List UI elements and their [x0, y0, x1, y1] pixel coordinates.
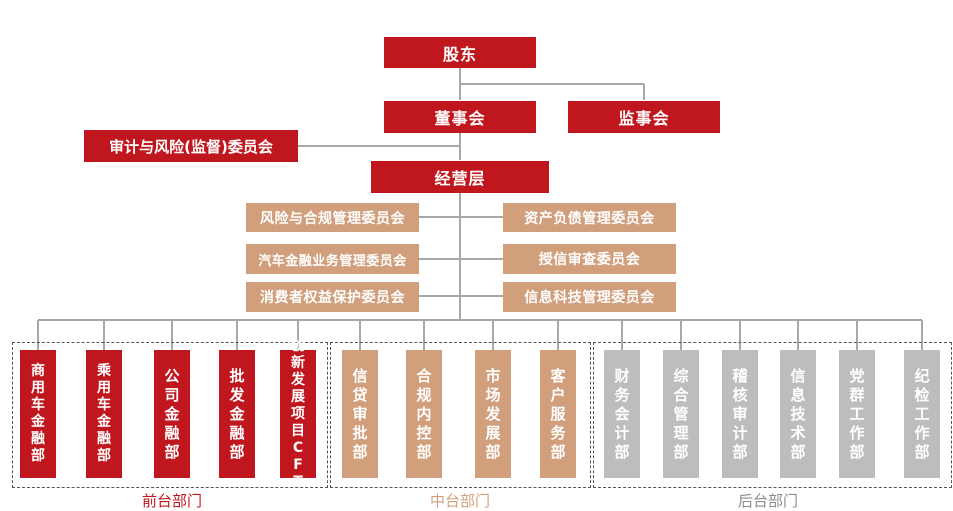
shareholders-box: 股东	[384, 37, 536, 68]
department-label: 党群工作部	[849, 366, 865, 461]
supervisors-box: 监事会	[568, 101, 720, 133]
committee-label: 资产负债管理委员会	[524, 210, 655, 227]
supervisors-label: 监事会	[618, 109, 670, 128]
board-label: 董事会	[434, 109, 486, 128]
department-label: 市场发展部	[485, 366, 501, 461]
department-label: 综合管理部	[673, 366, 689, 461]
department-front-1: 商用车金融部	[20, 350, 56, 478]
department-middle-2: 合规内控部	[406, 350, 442, 478]
department-back-6: 纪检工作部	[904, 350, 940, 478]
committee-label: 消费者权益保护委员会	[260, 290, 405, 306]
department-back-3: 稽核审计部	[722, 350, 758, 478]
department-label: 信贷审批部	[352, 366, 368, 461]
department-label: 财务会计部	[614, 366, 630, 461]
board-box: 董事会	[384, 101, 536, 133]
department-label: 批发金融部	[229, 366, 245, 461]
back-office-group	[593, 342, 952, 488]
management-label: 经营层	[434, 169, 486, 188]
department-label: 信息技术部	[790, 366, 806, 461]
front-office-group	[12, 342, 328, 488]
committee-consumer-protection: 消费者权益保护委员会	[246, 282, 419, 312]
committee-asset-liability: 资产负债管理委员会	[503, 203, 676, 232]
committee-credit-review: 授信审查委员会	[503, 244, 676, 274]
department-back-2: 综合管理部	[663, 350, 699, 478]
department-label: 商用车金融部	[31, 363, 45, 464]
department-label: 创新发展项目CFT	[291, 337, 305, 490]
department-middle-4: 客户服务部	[540, 350, 576, 478]
committee-label: 风险与合规管理委员会	[260, 210, 405, 227]
department-middle-3: 市场发展部	[475, 350, 511, 478]
department-label: 公司金融部	[164, 366, 180, 461]
committee-label: 信息科技管理委员会	[524, 290, 655, 306]
department-label: 客户服务部	[550, 366, 566, 461]
department-label: 稽核审计部	[732, 366, 748, 461]
department-front-4: 批发金融部	[219, 350, 255, 478]
middle-office-group	[330, 342, 591, 488]
middle-office-label: 中台部门	[429, 492, 490, 510]
department-back-5: 党群工作部	[839, 350, 875, 478]
audit-committee-label: 审计与风险(监督)委员会	[109, 137, 273, 156]
management-box: 经营层	[371, 161, 549, 193]
department-middle-1: 信贷审批部	[342, 350, 378, 478]
department-back-4: 信息技术部	[780, 350, 816, 478]
department-label: 合规内控部	[416, 366, 432, 461]
department-front-2: 乘用车金融部	[86, 350, 122, 478]
committee-it-management: 信息科技管理委员会	[503, 282, 676, 312]
committee-label: 授信审查委员会	[538, 252, 641, 268]
shareholders-label: 股东	[442, 44, 477, 64]
department-back-1: 财务会计部	[604, 350, 640, 478]
department-front-3: 公司金融部	[154, 350, 190, 478]
department-label: 纪检工作部	[914, 366, 930, 461]
department-front-5: 创新发展项目CFT	[280, 338, 316, 490]
department-label: 乘用车金融部	[97, 363, 111, 464]
committee-auto-finance: 汽车金融业务管理委员会	[246, 244, 419, 274]
committee-risk-compliance: 风险与合规管理委员会	[246, 203, 419, 232]
audit-committee-box: 审计与风险(监督)委员会	[84, 130, 298, 162]
front-office-label: 前台部门	[141, 492, 202, 510]
committee-label: 汽车金融业务管理委员会	[258, 253, 407, 269]
back-office-label: 后台部门	[737, 492, 798, 510]
